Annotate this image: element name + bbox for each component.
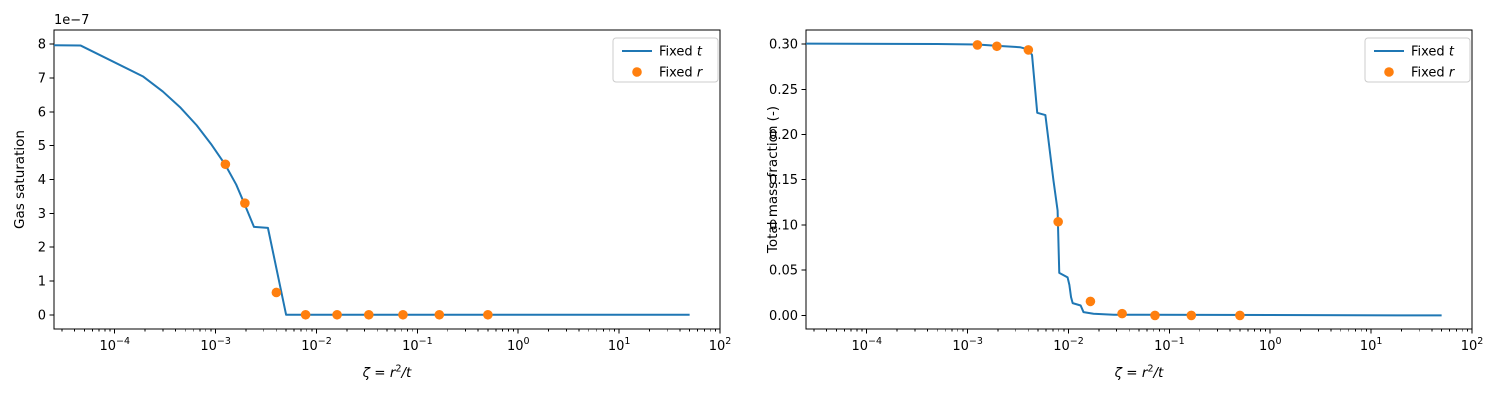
fixed-r-data-point [992, 41, 1002, 52]
x-tick-label: 10−1 [1154, 336, 1185, 354]
legend-label: Fixed r [659, 66, 704, 81]
legend-label: Fixed t [659, 45, 703, 60]
x-tick-label: 101 [608, 336, 631, 354]
x-axis-label: ζ = r2/t [362, 364, 412, 382]
x-tick-label: 10−2 [301, 336, 332, 354]
y-axis-label: Gas saturation [12, 130, 28, 229]
fixed-t-line [53, 44, 690, 316]
y-tick-label: 7 [38, 72, 46, 87]
y-tick-label: 0.05 [769, 264, 798, 279]
x-tick-label: 10−3 [952, 336, 983, 354]
y-tick-label: 0.10 [769, 218, 798, 233]
fixed-r-data-point [434, 309, 445, 320]
fixed-r-data-point [1023, 45, 1034, 55]
y-axis-label: Total mass fraction (-) [765, 106, 781, 254]
y-tick-label: 0.25 [769, 83, 798, 98]
y-tick-label: 6 [38, 105, 46, 120]
fixed-r-data-point [1186, 310, 1197, 321]
x-tick-label: 102 [709, 336, 732, 354]
x-tick-label: 10−2 [1053, 336, 1084, 354]
x-tick-label: 100 [507, 336, 530, 354]
x-tick-label: 10−1 [402, 336, 433, 354]
y-tick-label: 5 [38, 139, 46, 154]
legend-marker-sample [632, 67, 642, 77]
legend: Fixed t Fixed r [1364, 37, 1471, 83]
fixed-r-data-point [300, 309, 311, 320]
x-tick-label: 10−4 [99, 336, 130, 354]
x-tick-label: 10−3 [200, 336, 231, 354]
legend: Fixed t Fixed r [612, 37, 719, 83]
y-tick-label: 8 [38, 38, 46, 53]
fixed-r-data-point [271, 287, 282, 298]
fixed-r-data-point [398, 309, 408, 320]
y-tick-label: 0.00 [769, 309, 798, 324]
y-axis-offset-text: 1e−7 [54, 13, 89, 28]
x-tick-label: 101 [1360, 336, 1383, 354]
fixed-r-data-point [332, 309, 342, 320]
x-tick-label: 100 [1259, 336, 1282, 354]
fixed-r-data-point [240, 198, 250, 208]
gas-saturation-chart: 10−4 10−3 10−2 10−1 100 101 102 0 1 2 3 4 5 6 7 8 1e−7 Ga… [12, 13, 731, 381]
fixed-r-data-point [1150, 310, 1160, 321]
y-tick-label: 1 [38, 274, 46, 289]
y-tick-label: 0.30 [769, 38, 798, 53]
total-mass-fraction-chart: 10−4 10−3 10−2 10−1 100 101 102 0.00 0.05 0.10 0.1… [765, 29, 1484, 382]
y-tick-label: 0.15 [769, 173, 798, 188]
fixed-r-data-point [220, 159, 231, 170]
x-tick-label: 10−4 [851, 336, 882, 354]
legend-label: Fixed t [1411, 45, 1455, 60]
y-tick-label: 0 [38, 308, 46, 323]
y-tick-label: 0.20 [769, 128, 798, 143]
y-tick-label: 2 [38, 241, 46, 256]
fixed-r-data-point [1117, 308, 1127, 319]
legend-label: Fixed r [1411, 66, 1456, 81]
legend-marker-sample [1384, 67, 1394, 77]
fixed-r-data-point [1053, 216, 1063, 227]
fixed-r-data-point [1235, 310, 1245, 321]
fixed-t-line [805, 42, 1442, 317]
y-tick-label: 4 [38, 173, 46, 188]
fixed-r-data-point [483, 309, 493, 320]
x-tick-label: 102 [1461, 336, 1484, 354]
fixed-r-data-point [972, 40, 983, 50]
fixed-r-data-point [364, 309, 374, 320]
fixed-r-data-point [1085, 296, 1096, 307]
y-tick-label: 3 [38, 207, 46, 222]
x-axis-label: ζ = r2/t [1114, 364, 1164, 382]
